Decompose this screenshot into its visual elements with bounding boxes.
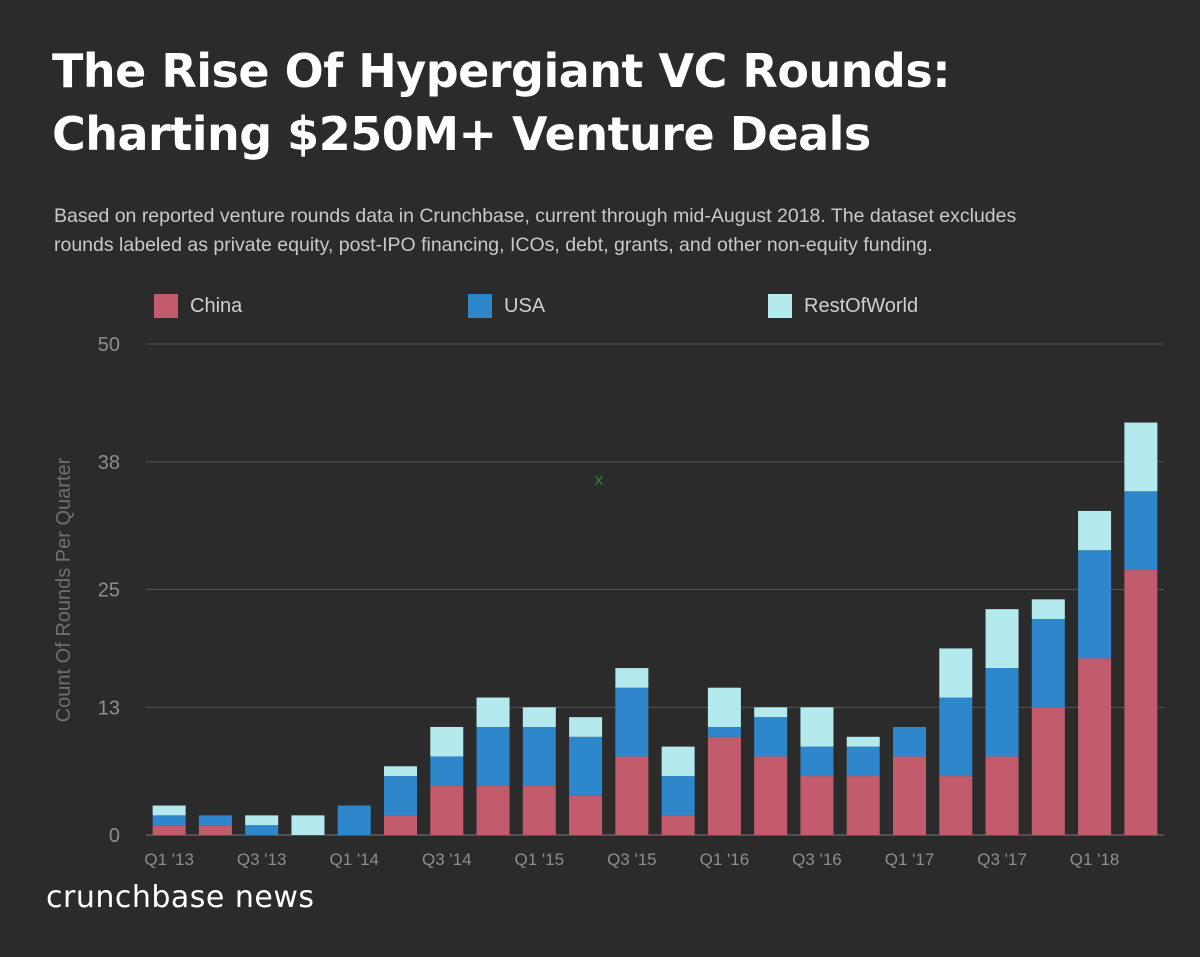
chart-title: The Rise Of Hypergiant VC Rounds: Charti…	[52, 40, 1172, 166]
chart-subtitle: Based on reported venture rounds data in…	[54, 202, 1164, 260]
bar-usa-4[interactable]	[337, 805, 371, 835]
x-tick-label: Q3 '13	[237, 850, 287, 869]
legend-item-rest-of-world[interactable]: RestOfWorld	[768, 292, 918, 320]
marker-label: x	[594, 470, 603, 489]
bar-restofworld-21[interactable]	[1124, 422, 1158, 492]
bar-usa-16[interactable]	[893, 726, 926, 757]
bar-restofworld-14[interactable]	[800, 707, 834, 747]
legend-label-china: China	[190, 294, 243, 317]
bar-usa-13[interactable]	[754, 717, 788, 757]
bar-restofworld-2[interactable]	[245, 815, 279, 826]
bar-china-14[interactable]	[800, 776, 834, 835]
x-tick-label: Q1 '16	[700, 850, 750, 869]
bar-usa-9[interactable]	[569, 736, 603, 796]
bar-restofworld-13[interactable]	[754, 707, 788, 718]
x-tick-label: Q3 '15	[607, 850, 657, 869]
bar-usa-6[interactable]	[430, 756, 464, 786]
legend-swatch-rest-of-world	[768, 294, 792, 318]
x-tick-label: Q3 '14	[422, 850, 472, 869]
bar-china-11[interactable]	[661, 815, 695, 835]
bar-usa-11[interactable]	[661, 776, 695, 816]
bar-restofworld-6[interactable]	[430, 726, 464, 757]
bar-china-21[interactable]	[1124, 569, 1158, 835]
legend-item-china[interactable]: China	[154, 292, 242, 320]
bar-china-16[interactable]	[893, 756, 926, 835]
bar-restofworld-5[interactable]	[384, 766, 417, 777]
bar-usa-5[interactable]	[384, 776, 417, 816]
bar-restofworld-3[interactable]	[291, 815, 325, 835]
chart-title-line-2: Charting $250M+ Venture Deals	[52, 107, 871, 161]
bar-restofworld-18[interactable]	[985, 609, 1019, 669]
bar-restofworld-0[interactable]	[152, 805, 186, 816]
y-axis-ticks: 0 13 25 38 50	[98, 334, 120, 847]
bar-restofworld-15[interactable]	[846, 736, 880, 747]
bar-china-12[interactable]	[707, 736, 741, 835]
bars	[152, 422, 1158, 835]
legend-label-usa: USA	[504, 294, 546, 317]
bar-china-20[interactable]	[1078, 658, 1112, 835]
bar-restofworld-11[interactable]	[661, 746, 695, 777]
bar-usa-12[interactable]	[707, 726, 741, 737]
bar-usa-21[interactable]	[1124, 491, 1158, 570]
bar-usa-2[interactable]	[245, 825, 279, 835]
x-tick-label: Q3 '16	[792, 850, 842, 869]
bar-usa-15[interactable]	[846, 746, 880, 777]
bar-china-1[interactable]	[198, 825, 232, 835]
bar-usa-19[interactable]	[1031, 618, 1065, 708]
bar-china-5[interactable]	[384, 815, 417, 835]
bar-china-7[interactable]	[476, 785, 510, 835]
legend-swatch-china	[154, 294, 178, 318]
x-tick-label: Q1 '17	[885, 850, 935, 869]
bar-restofworld-8[interactable]	[522, 707, 556, 727]
brand-logo: crunchbase news	[46, 880, 315, 915]
bar-usa-10[interactable]	[615, 687, 649, 757]
bar-restofworld-19[interactable]	[1031, 599, 1065, 619]
y-tick-label: 0	[109, 825, 120, 847]
bar-china-9[interactable]	[569, 795, 603, 835]
y-tick-label: 13	[98, 697, 120, 719]
x-tick-label: Q1 '18	[1070, 850, 1120, 869]
bar-restofworld-17[interactable]	[939, 648, 973, 698]
y-tick-label: 25	[98, 580, 120, 602]
bar-usa-20[interactable]	[1078, 550, 1112, 659]
legend-item-usa[interactable]: USA	[468, 292, 545, 320]
x-tick-label: Q1 '13	[144, 850, 194, 869]
bar-china-13[interactable]	[754, 756, 788, 835]
bar-china-8[interactable]	[522, 785, 556, 835]
bar-usa-8[interactable]	[522, 726, 556, 786]
bar-restofworld-9[interactable]	[569, 717, 603, 737]
x-tick-label: Q1 '15	[515, 850, 565, 869]
stacked-bar-chart: 0 13 25 38 50 Q1 '13 Q3 '13 Q1 '14 Q3 '14 Q1 '15…	[53, 334, 1164, 869]
bar-usa-14[interactable]	[800, 746, 834, 777]
bar-usa-17[interactable]	[939, 697, 973, 777]
bar-restofworld-20[interactable]	[1078, 510, 1112, 551]
bar-china-10[interactable]	[615, 756, 649, 835]
x-tick-label: Q1 '14	[329, 850, 379, 869]
bar-usa-7[interactable]	[476, 726, 510, 786]
x-axis-ticks: Q1 '13 Q3 '13 Q1 '14 Q3 '14 Q1 '15 Q3 '15 Q1 '…	[144, 850, 1119, 869]
chart-subtitle-line-1: Based on reported venture rounds data in…	[54, 205, 1017, 227]
chart-title-line-1: The Rise Of Hypergiant VC Rounds:	[52, 44, 951, 98]
legend-swatch-usa	[468, 294, 492, 318]
bar-china-6[interactable]	[430, 785, 464, 835]
x-tick-label: Q3 '17	[977, 850, 1027, 869]
chart-legend: China USA RestOfWorld	[0, 292, 1200, 322]
legend-label-rest-of-world: RestOfWorld	[804, 294, 919, 317]
bar-usa-0[interactable]	[152, 815, 186, 826]
bar-usa-1[interactable]	[198, 815, 232, 826]
y-tick-label: 38	[98, 452, 120, 474]
bar-restofworld-10[interactable]	[615, 668, 649, 688]
y-axis-label: Count Of Rounds Per Quarter	[53, 457, 75, 722]
bar-restofworld-7[interactable]	[476, 697, 510, 727]
y-tick-label: 50	[98, 334, 120, 356]
bar-restofworld-12[interactable]	[707, 687, 741, 727]
bar-china-18[interactable]	[985, 756, 1019, 835]
bar-china-19[interactable]	[1031, 707, 1065, 835]
bar-china-17[interactable]	[939, 776, 973, 835]
chart-subtitle-line-2: rounds labeled as private equity, post-I…	[54, 234, 933, 256]
bar-china-15[interactable]	[846, 776, 880, 835]
bar-usa-18[interactable]	[985, 668, 1019, 757]
bar-china-0[interactable]	[152, 825, 186, 835]
